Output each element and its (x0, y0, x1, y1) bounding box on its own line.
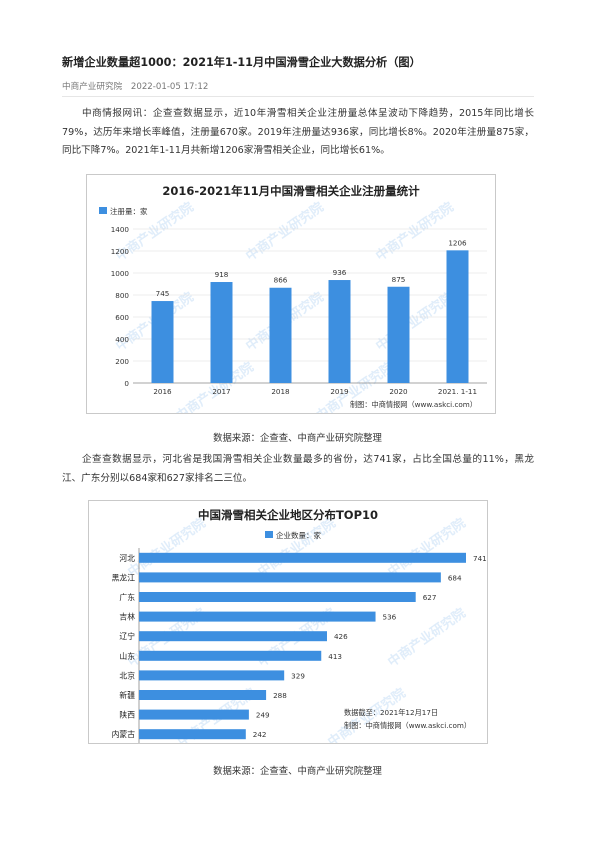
chart-regions-box: 中商产业研究院 中商产业研究院 中商产业研究院 中商产业研究院 中商产业研究院 中商产业研… (88, 500, 488, 750)
chart2-data-label: 329 (291, 671, 305, 680)
chart1-bar (269, 287, 292, 383)
chart1-y-tick: 1200 (111, 247, 130, 256)
chart2-category-label: 黑龙江 (112, 572, 136, 582)
chart2-category-label: 北京 (119, 670, 135, 680)
chart1-legend-swatch (99, 207, 107, 214)
chart2-legend-swatch (265, 531, 273, 538)
chart2-data-label: 413 (328, 652, 342, 661)
article-title: 新增企业数量超1000：2021年1-11月中国滑雪企业大数据分析（图） (62, 56, 421, 69)
chart2-data-label: 627 (423, 593, 437, 602)
chart2-bar (139, 670, 285, 681)
watermark-text: 中商产业研究院 (385, 515, 469, 580)
article-meta: 中商产业研究院 2022-01-05 17:12 (62, 80, 208, 92)
chart2-legend-label: 企业数量：家 (276, 530, 321, 540)
chart1-data-label: 745 (156, 289, 170, 298)
chart1-x-tick: 2018 (271, 387, 290, 396)
chart1-y-tick: 1000 (111, 269, 130, 278)
chart2-bar (139, 690, 267, 700)
chart1-footer: 制图：中商情报网（www.askci.com） (350, 400, 477, 409)
watermark-text: 中商产业研究院 (373, 289, 457, 354)
chart2-category-label: 河北 (119, 554, 135, 563)
chart1-x-tick: 2017 (212, 387, 230, 396)
chart2-caption: 数据来源：企查查、中商产业研究院整理 (213, 766, 382, 777)
chart2-bar (139, 709, 249, 720)
chart2-category-label: 广东 (119, 592, 135, 602)
chart1-data-label: 1206 (448, 238, 467, 247)
watermark-text: 中商产业研究院 (385, 605, 469, 670)
watermark-text: 中商产业研究院 (373, 199, 457, 264)
chart2-bar (139, 552, 466, 563)
chart2-bar (139, 572, 441, 583)
chart2-note-date: 数据截至：2021年12月17日 (344, 708, 438, 717)
chart2-category-label: 山东 (119, 651, 135, 661)
chart1-y-tick: 1400 (111, 225, 130, 234)
chart1-y-tick: 800 (115, 291, 129, 300)
watermark-text: 中商产业研究院 (243, 199, 327, 264)
chart1-y-tick: 0 (124, 379, 129, 388)
chart2-bar (139, 631, 327, 642)
chart1-x-tick: 2016 (153, 387, 172, 396)
chart2-category-label: 新疆 (119, 690, 135, 700)
chart1-data-label: 875 (392, 275, 406, 284)
watermark-text: 中商产业研究院 (125, 515, 209, 580)
paragraph-intro: 中商情报网讯：企查查数据显示，近10年滑雪相关企业注册量总体呈波动下降趋势，20… (62, 108, 534, 157)
chart2-data-label: 741 (473, 554, 487, 563)
chart1-bar (387, 286, 410, 383)
chart2-data-label: 536 (383, 613, 397, 622)
chart1-y-tick: 600 (115, 313, 129, 322)
chart2-data-label: 426 (334, 632, 348, 641)
chart1-x-tick: 2021. 1-11 (438, 387, 477, 396)
chart1-bar (151, 301, 174, 383)
chart2-footer: 制图：中商情报网（www.askci.com） (344, 721, 471, 730)
chart1-x-tick: 2020 (389, 387, 408, 396)
chart2-bar (139, 611, 376, 622)
chart1-bar (210, 282, 233, 383)
chart2-title: 中国滑雪相关企业地区分布TOP10 (198, 508, 378, 522)
chart1-data-label: 936 (333, 268, 347, 277)
title-divider (62, 96, 534, 97)
chart2-data-label: 242 (253, 730, 267, 739)
chart2-category-label: 陕西 (119, 710, 135, 720)
paragraph-regions: 企查查数据显示，河北省是我国滑雪相关企业数量最多的省份，达741家，占比全国总量… (62, 454, 534, 484)
chart2-category-label: 吉林 (119, 612, 135, 622)
chart2-data-label: 249 (256, 711, 270, 720)
chart1-y-tick: 200 (115, 357, 129, 366)
chart1-data-label: 918 (215, 270, 229, 279)
article-source[interactable]: 中商产业研究院 (62, 82, 123, 92)
chart2-category-label: 辽宁 (119, 631, 135, 641)
chart2-data-label: 288 (273, 691, 287, 700)
chart1-x-tick: 2019 (330, 387, 349, 396)
chart1-data-label: 866 (274, 276, 288, 285)
chart1-title: 2016-2021年11月中国滑雪相关企业注册量统计 (162, 184, 420, 198)
chart1-bar (446, 250, 469, 383)
chart2-bar (139, 729, 246, 740)
chart2-bar (139, 650, 322, 661)
chart2-category-label: 内蒙古 (112, 729, 136, 739)
chart1-bar (328, 280, 351, 383)
chart2-bar (139, 592, 416, 602)
chart1-y-tick: 400 (115, 335, 129, 344)
chart2-data-label: 684 (448, 573, 462, 582)
chart1-caption: 数据来源：企查查、中商产业研究院整理 (213, 433, 382, 444)
chart-registrations-box: 中商产业研究院 中商产业研究院 中商产业研究院 中商产业研究院 中商产业研究院 中商产业研… (86, 174, 496, 424)
watermark-text: 中商产业研究院 (255, 515, 339, 580)
chart1-legend-label: 注册量：家 (110, 206, 148, 216)
article-date: 2022-01-05 17:12 (130, 82, 209, 92)
